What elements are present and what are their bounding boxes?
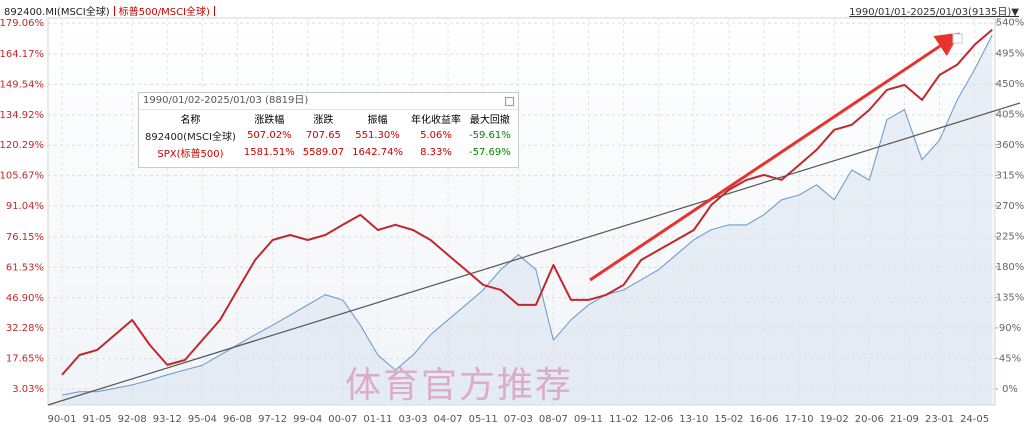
- y-tick-label: 105.67%: [0, 171, 44, 182]
- x-tick-label: 91-05: [83, 414, 112, 425]
- cell: 1642.74%: [352, 147, 403, 158]
- separator: [113, 6, 115, 16]
- y2-tick-label: 450%: [996, 79, 1025, 90]
- x-tick-label: 19-02: [820, 414, 849, 425]
- y-tick-label: 164.17%: [0, 49, 44, 60]
- col-header: 涨跌: [313, 115, 334, 126]
- cell: 892400(MSCI全球): [145, 132, 236, 143]
- cell: 5.06%: [420, 130, 452, 141]
- col-header: 最大回撤: [469, 115, 510, 126]
- x-tick-label: 03-03: [398, 414, 427, 425]
- series-name[interactable]: 标普500/MSCI全球): [118, 7, 210, 18]
- y2-tick-label: 90%: [999, 323, 1021, 334]
- cell: 707.65: [305, 130, 341, 141]
- separator: [213, 6, 215, 16]
- y2-tick-label: 135%: [996, 292, 1025, 303]
- col-header: 振幅: [367, 115, 388, 126]
- x-tick-label: 11-02: [609, 414, 638, 425]
- y2-tick-label: 45%: [999, 353, 1021, 364]
- cell: 551.30%: [355, 130, 400, 141]
- x-tick-label: 93-12: [153, 414, 182, 425]
- x-tick-label: 07-03: [504, 414, 533, 425]
- y-tick-label: 46.90%: [6, 293, 44, 304]
- y-tick-label: 32.28%: [6, 323, 44, 334]
- x-tick-label: 16-06: [749, 414, 778, 425]
- x-tick-label: 92-08: [118, 414, 147, 425]
- y2-tick-label: 495%: [996, 48, 1025, 59]
- info-table: 名称 涨跌幅 涨跌 振幅 年化收益率 最大回撤 892400(MSCI全球) 5…: [141, 110, 515, 161]
- col-header: 年化收益率: [410, 115, 461, 126]
- y-tick-label: 17.65%: [6, 354, 44, 365]
- x-tick-label: 15-02: [714, 414, 743, 425]
- y2-tick-label: 360%: [996, 140, 1025, 151]
- date-range[interactable]: 1990/01/01-2025/01/03(9135日)▼: [849, 7, 1019, 18]
- x-tick-label: 08-07: [539, 414, 568, 425]
- y2-tick-label: 225%: [996, 231, 1025, 242]
- x-tick-label: 05-11: [469, 414, 498, 425]
- y2-tick-label: 270%: [996, 201, 1025, 212]
- y-tick-label: 91.04%: [6, 201, 44, 212]
- arrow-annotation: [589, 32, 960, 282]
- x-tick-label: 24-05: [960, 414, 989, 425]
- series-line: [61, 34, 993, 396]
- y-tick-label: 179.06%: [0, 18, 44, 29]
- marker-box: [952, 33, 963, 44]
- col-header: 名称: [180, 115, 201, 126]
- cell: -57.69%: [468, 147, 511, 158]
- x-tick-label: 09-11: [574, 414, 603, 425]
- info-title: 1990/01/02-2025/01/03 (8819日): [143, 95, 309, 106]
- cell: 1581.51%: [243, 147, 295, 158]
- x-tick-label: 01-11: [363, 414, 392, 425]
- x-tick-label: 21-09: [890, 414, 919, 425]
- x-tick-label: 96-08: [223, 414, 252, 425]
- header: 892400.MI(MSCI全球) 标普500/MSCI全球): [4, 3, 219, 18]
- y2-tick-label: 180%: [996, 262, 1025, 273]
- y-tick-label: 76.15%: [6, 232, 44, 243]
- cell: SPX(标普500): [157, 149, 224, 160]
- x-tick-label: 20-06: [855, 414, 884, 425]
- x-tick-label: 99-04: [293, 414, 322, 425]
- cell: 5589.07: [302, 147, 345, 158]
- area-fill: [62, 35, 993, 405]
- cell: -59.61%: [468, 130, 511, 141]
- x-tick-label: 17-10: [785, 414, 814, 425]
- x-tick-label: 00-07: [328, 414, 357, 425]
- x-tick-label: 04-07: [434, 414, 463, 425]
- y-tick-label: 134.92%: [0, 110, 44, 121]
- y-tick-label: 149.54%: [0, 79, 44, 90]
- y2-tick-label: 405%: [996, 109, 1025, 120]
- x-tick-label: 95-04: [188, 414, 217, 425]
- y-tick-label: 61.53%: [6, 262, 44, 273]
- cell: 507.02%: [247, 130, 292, 141]
- y2-tick-label: 540%: [996, 18, 1025, 29]
- info-box: 1990/01/02-2025/01/03 (8819日) 名称 涨跌幅 涨跌 …: [138, 92, 519, 168]
- x-tick-label: 13-10: [679, 414, 708, 425]
- watermark: 体育官方推荐: [345, 365, 574, 406]
- x-tick-label: 90-01: [47, 414, 76, 425]
- y2-tick-label: 315%: [996, 170, 1025, 181]
- x-tick-label: 23-01: [925, 414, 954, 425]
- x-tick-label: 12-06: [644, 414, 673, 425]
- cell: 8.33%: [420, 147, 452, 158]
- col-header: 涨跌幅: [254, 115, 285, 126]
- trend-line: [47, 102, 1021, 406]
- y2-tick-label: 0%: [1002, 384, 1018, 395]
- x-tick-label: 97-12: [258, 414, 287, 425]
- series-name[interactable]: 892400.MI(MSCI全球): [4, 7, 110, 18]
- close-button[interactable]: [505, 97, 514, 106]
- y-tick-label: 3.03%: [12, 384, 44, 395]
- y-tick-label: 120.29%: [0, 140, 44, 151]
- series-line: [61, 29, 993, 376]
